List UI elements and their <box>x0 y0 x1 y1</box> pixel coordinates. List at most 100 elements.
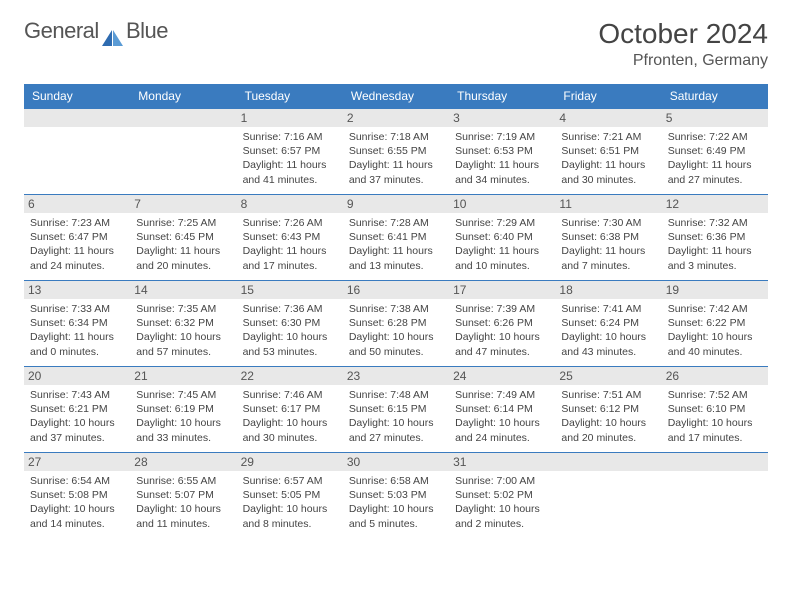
day-number <box>130 109 236 127</box>
day-number: 15 <box>237 281 343 299</box>
weekday-header: Thursday <box>449 84 555 109</box>
day-info: Sunrise: 7:21 AMSunset: 6:51 PMDaylight:… <box>561 130 655 187</box>
weekday-header: Monday <box>130 84 236 109</box>
day-cell: 25 Sunrise: 7:51 AMSunset: 6:12 PMDayligh… <box>555 367 661 453</box>
day-number: 25 <box>555 367 661 385</box>
day-number: 26 <box>662 367 768 385</box>
day-number: 28 <box>130 453 236 471</box>
day-number: 3 <box>449 109 555 127</box>
logo-text: General Blue <box>24 18 168 44</box>
day-info: Sunrise: 6:58 AMSunset: 5:03 PMDaylight:… <box>349 474 443 531</box>
day-number: 5 <box>662 109 768 127</box>
day-number: 14 <box>130 281 236 299</box>
day-info: Sunrise: 7:19 AMSunset: 6:53 PMDaylight:… <box>455 130 549 187</box>
weekday-header: Wednesday <box>343 84 449 109</box>
day-info: Sunrise: 7:18 AMSunset: 6:55 PMDaylight:… <box>349 130 443 187</box>
header: General Blue October 2024 Pfronten, Germ… <box>24 18 768 70</box>
day-number: 4 <box>555 109 661 127</box>
logo-part2: Blue <box>126 18 168 43</box>
day-number <box>24 109 130 127</box>
day-info: Sunrise: 6:55 AMSunset: 5:07 PMDaylight:… <box>136 474 230 531</box>
day-cell: 1 Sunrise: 7:16 AMSunset: 6:57 PMDaylight… <box>237 109 343 195</box>
day-cell: 19 Sunrise: 7:42 AMSunset: 6:22 PMDayligh… <box>662 281 768 367</box>
calendar-row: 13 Sunrise: 7:33 AMSunset: 6:34 PMDayligh… <box>24 281 768 367</box>
day-cell: 24Sunrise: 7:49 AMSunset: 6:14 PMDayligh… <box>449 367 555 453</box>
day-info: Sunrise: 7:33 AMSunset: 6:34 PMDaylight:… <box>30 302 124 359</box>
day-cell: 29Sunrise: 6:57 AMSunset: 5:05 PMDayligh… <box>237 453 343 539</box>
day-number: 23 <box>343 367 449 385</box>
day-info: Sunrise: 7:26 AMSunset: 6:43 PMDaylight:… <box>243 216 337 273</box>
triangle-icon <box>113 18 123 46</box>
weekday-header: Tuesday <box>237 84 343 109</box>
day-cell: 5 Sunrise: 7:22 AMSunset: 6:49 PMDaylight… <box>662 109 768 195</box>
day-info: Sunrise: 7:22 AMSunset: 6:49 PMDaylight:… <box>668 130 762 187</box>
day-number: 19 <box>662 281 768 299</box>
day-cell: 28 Sunrise: 6:55 AMSunset: 5:07 PMDayligh… <box>130 453 236 539</box>
day-number: 9 <box>343 195 449 213</box>
calendar-body: 1 Sunrise: 7:16 AMSunset: 6:57 PMDaylight… <box>24 109 768 539</box>
day-info: Sunrise: 7:43 AMSunset: 6:21 PMDaylight:… <box>30 388 124 445</box>
day-cell: 17 Sunrise: 7:39 AMSunset: 6:26 PMDayligh… <box>449 281 555 367</box>
calendar-row: 6 Sunrise: 7:23 AMSunset: 6:47 PMDaylight… <box>24 195 768 281</box>
day-number: 22 <box>237 367 343 385</box>
day-cell: 7Sunrise: 7:25 AMSunset: 6:45 PMDaylight… <box>130 195 236 281</box>
day-number: 29 <box>237 453 343 471</box>
day-info: Sunrise: 7:30 AMSunset: 6:38 PMDaylight:… <box>561 216 655 273</box>
day-number: 21 <box>130 367 236 385</box>
day-cell: 31Sunrise: 7:00 AMSunset: 5:02 PMDayligh… <box>449 453 555 539</box>
weekday-header: Saturday <box>662 84 768 109</box>
day-info: Sunrise: 7:51 AMSunset: 6:12 PMDaylight:… <box>561 388 655 445</box>
day-cell: 9 Sunrise: 7:28 AMSunset: 6:41 PMDaylight… <box>343 195 449 281</box>
empty-cell <box>24 109 130 195</box>
location: Pfronten, Germany <box>598 52 768 70</box>
day-number: 6 <box>24 195 130 213</box>
day-info: Sunrise: 7:16 AMSunset: 6:57 PMDaylight:… <box>243 130 337 187</box>
day-info: Sunrise: 7:41 AMSunset: 6:24 PMDaylight:… <box>561 302 655 359</box>
day-cell: 21 Sunrise: 7:45 AMSunset: 6:19 PMDayligh… <box>130 367 236 453</box>
weekday-header: Friday <box>555 84 661 109</box>
day-cell: 11 Sunrise: 7:30 AMSunset: 6:38 PMDayligh… <box>555 195 661 281</box>
day-number <box>555 453 661 471</box>
title-block: October 2024 Pfronten, Germany <box>598 18 768 70</box>
day-cell: 2Sunrise: 7:18 AMSunset: 6:55 PMDaylight… <box>343 109 449 195</box>
day-cell: 10 Sunrise: 7:29 AMSunset: 6:40 PMDayligh… <box>449 195 555 281</box>
day-info: Sunrise: 7:23 AMSunset: 6:47 PMDaylight:… <box>30 216 124 273</box>
day-number: 11 <box>555 195 661 213</box>
day-number: 1 <box>237 109 343 127</box>
day-number: 10 <box>449 195 555 213</box>
day-cell: 22Sunrise: 7:46 AMSunset: 6:17 PMDayligh… <box>237 367 343 453</box>
day-info: Sunrise: 7:28 AMSunset: 6:41 PMDaylight:… <box>349 216 443 273</box>
logo: General Blue <box>24 18 168 44</box>
day-cell: 13 Sunrise: 7:33 AMSunset: 6:34 PMDayligh… <box>24 281 130 367</box>
day-info: Sunrise: 7:38 AMSunset: 6:28 PMDaylight:… <box>349 302 443 359</box>
day-info: Sunrise: 7:39 AMSunset: 6:26 PMDaylight:… <box>455 302 549 359</box>
day-info: Sunrise: 6:54 AMSunset: 5:08 PMDaylight:… <box>30 474 124 531</box>
day-cell: 8Sunrise: 7:26 AMSunset: 6:43 PMDaylight… <box>237 195 343 281</box>
day-info: Sunrise: 7:00 AMSunset: 5:02 PMDaylight:… <box>455 474 549 531</box>
weekday-header: Sunday <box>24 84 130 109</box>
day-number: 20 <box>24 367 130 385</box>
day-info: Sunrise: 7:29 AMSunset: 6:40 PMDaylight:… <box>455 216 549 273</box>
weekday-header-row: SundayMondayTuesdayWednesdayThursdayFrid… <box>24 84 768 109</box>
day-cell: 27Sunrise: 6:54 AMSunset: 5:08 PMDayligh… <box>24 453 130 539</box>
day-info: Sunrise: 7:42 AMSunset: 6:22 PMDaylight:… <box>668 302 762 359</box>
day-cell: 14Sunrise: 7:35 AMSunset: 6:32 PMDayligh… <box>130 281 236 367</box>
day-number <box>662 453 768 471</box>
day-info: Sunrise: 7:45 AMSunset: 6:19 PMDaylight:… <box>136 388 230 445</box>
day-number: 18 <box>555 281 661 299</box>
day-cell: 6 Sunrise: 7:23 AMSunset: 6:47 PMDaylight… <box>24 195 130 281</box>
calendar-row: 27Sunrise: 6:54 AMSunset: 5:08 PMDayligh… <box>24 453 768 539</box>
day-number: 17 <box>449 281 555 299</box>
day-info: Sunrise: 7:49 AMSunset: 6:14 PMDaylight:… <box>455 388 549 445</box>
day-cell: 12 Sunrise: 7:32 AMSunset: 6:36 PMDayligh… <box>662 195 768 281</box>
day-info: Sunrise: 7:32 AMSunset: 6:36 PMDaylight:… <box>668 216 762 273</box>
day-info: Sunrise: 7:52 AMSunset: 6:10 PMDaylight:… <box>668 388 762 445</box>
day-cell: 23 Sunrise: 7:48 AMSunset: 6:15 PMDayligh… <box>343 367 449 453</box>
day-cell: 30Sunrise: 6:58 AMSunset: 5:03 PMDayligh… <box>343 453 449 539</box>
day-number: 13 <box>24 281 130 299</box>
day-info: Sunrise: 7:48 AMSunset: 6:15 PMDaylight:… <box>349 388 443 445</box>
calendar-row: 20 Sunrise: 7:43 AMSunset: 6:21 PMDayligh… <box>24 367 768 453</box>
day-cell: 16Sunrise: 7:38 AMSunset: 6:28 PMDayligh… <box>343 281 449 367</box>
day-info: Sunrise: 7:36 AMSunset: 6:30 PMDaylight:… <box>243 302 337 359</box>
day-number: 12 <box>662 195 768 213</box>
